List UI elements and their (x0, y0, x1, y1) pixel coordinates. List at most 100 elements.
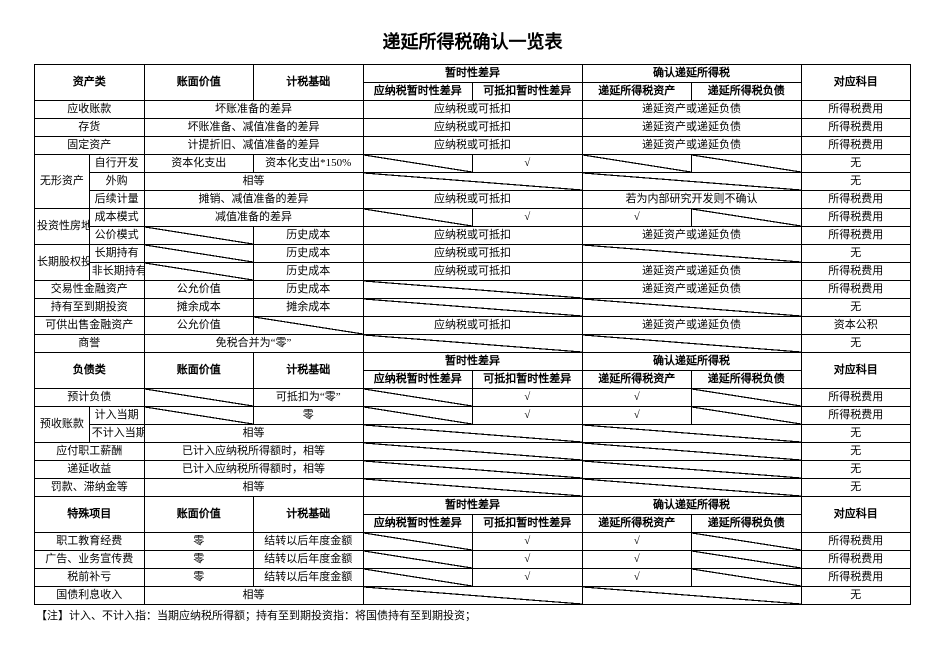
slash-cell (692, 407, 802, 425)
row-ad-tb: 结转以后年度金额 (254, 551, 364, 569)
row-sub-tb: 结转以后年度金额 (254, 569, 364, 587)
row-tfa-tb: 历史成本 (254, 281, 364, 299)
hdr-deductible-diff: 可抵扣暂时性差异 (473, 515, 583, 533)
row-fa-acct: 所得税费用 (801, 137, 911, 155)
row-ad-bv: 零 (144, 551, 254, 569)
hdr-book-value: 账面价值 (144, 65, 254, 101)
hdr-account: 对应科目 (801, 353, 911, 389)
row-afs-acct: 资本公积 (801, 317, 911, 335)
check-cell: √ (582, 569, 692, 587)
row-edu-label: 职工教育经费 (35, 533, 145, 551)
row-edu-bv: 零 (144, 533, 254, 551)
row-sub-label: 税前补亏 (35, 569, 145, 587)
slash-cell (582, 173, 801, 191)
row-htm-label: 持有至到期投资 (35, 299, 145, 317)
row-lte-short-tb: 历史成本 (254, 263, 364, 281)
check-cell: √ (473, 407, 583, 425)
row-ip-label: 投资性房地产 (35, 209, 90, 245)
row-tfa-bv: 公允价值 (144, 281, 254, 299)
row-adv-in-acct: 所得税费用 (801, 407, 911, 425)
row-lte-long-label: 长期持有 (89, 245, 144, 263)
row-ia-self-bv: 资本化支出 (144, 155, 254, 173)
slash-cell (363, 533, 473, 551)
hdr-temp-diff: 暂时性差异 (363, 65, 582, 83)
hdr-tax-basis: 计税基础 (254, 65, 364, 101)
hdr-book-value: 账面价值 (144, 353, 254, 389)
row-sub-bv: 零 (144, 569, 254, 587)
row-ip-cost-basis: 减值准备的差异 (144, 209, 363, 227)
row-ia-sub-acct: 所得税费用 (801, 191, 911, 209)
hdr-confirm-dit: 确认递延所得税 (582, 353, 801, 371)
row-ip-fv-tb: 历史成本 (254, 227, 364, 245)
row-lte-short-dit: 递延资产或递延负债 (582, 263, 801, 281)
row-ar-dit: 递延资产或递延负债 (582, 101, 801, 119)
row-est-acct: 所得税费用 (801, 389, 911, 407)
row-ia-buy-basis: 相等 (144, 173, 363, 191)
row-ip-fv-acct: 所得税费用 (801, 227, 911, 245)
slash-cell (363, 209, 473, 227)
hdr-temp-diff: 暂时性差异 (363, 497, 582, 515)
slash-cell (144, 245, 254, 263)
slash-cell (582, 299, 801, 317)
slash-cell (582, 587, 801, 605)
hdr-taxable-diff: 应纳税暂时性差异 (363, 371, 473, 389)
row-bond-label: 国债利息收入 (35, 587, 145, 605)
row-adv-out-label: 不计入当期 (89, 425, 144, 443)
slash-cell (144, 389, 254, 407)
row-tfa-dit: 递延资产或递延负债 (582, 281, 801, 299)
row-inv-acct: 所得税费用 (801, 119, 911, 137)
hdr-liab-class: 负债类 (35, 353, 145, 389)
slash-cell (582, 461, 801, 479)
row-adv-label: 预收账款 (35, 407, 90, 443)
slash-cell (692, 533, 802, 551)
check-cell: √ (473, 155, 583, 173)
check-cell: √ (582, 209, 692, 227)
dit-table: 资产类 账面价值 计税基础 暂时性差异 确认递延所得税 对应科目 应纳税暂时性差… (34, 64, 911, 605)
slash-cell (582, 335, 801, 353)
hdr-dit-asset: 递延所得税资产 (582, 83, 692, 101)
hdr-tax-basis: 计税基础 (254, 497, 364, 533)
slash-cell (363, 299, 582, 317)
row-ia-self-tb: 资本化支出*150% (254, 155, 364, 173)
row-ip-cost-acct: 所得税费用 (801, 209, 911, 227)
slash-cell (692, 569, 802, 587)
hdr-dit-asset: 递延所得税资产 (582, 371, 692, 389)
slash-cell (363, 479, 582, 497)
hdr-dit-liab: 递延所得税负债 (692, 83, 802, 101)
row-tfa-acct: 所得税费用 (801, 281, 911, 299)
row-edu-tb: 结转以后年度金额 (254, 533, 364, 551)
hdr-deductible-diff: 可抵扣暂时性差异 (473, 371, 583, 389)
row-tfa-label: 交易性金融资产 (35, 281, 145, 299)
row-adv-in-tb: 零 (254, 407, 364, 425)
slash-cell (363, 461, 582, 479)
slash-cell (254, 317, 364, 335)
slash-cell (363, 281, 582, 299)
row-lte-long-acct: 无 (801, 245, 911, 263)
row-ar-acct: 所得税费用 (801, 101, 911, 119)
row-est-label: 预计负债 (35, 389, 145, 407)
slash-cell (692, 389, 802, 407)
row-ip-fv-label: 公价模式 (89, 227, 144, 245)
row-adv-out-basis: 相等 (144, 425, 363, 443)
row-ia-self-label: 自行开发 (89, 155, 144, 173)
row-fa-basis: 计提折旧、减值准备的差异 (144, 137, 363, 155)
check-cell: √ (473, 551, 583, 569)
row-pen-label: 罚款、滞纳金等 (35, 479, 145, 497)
row-ad-label: 广告、业务宣传费 (35, 551, 145, 569)
slash-cell (363, 551, 473, 569)
row-gw-label: 商誉 (35, 335, 145, 353)
row-htm-tb: 摊余成本 (254, 299, 364, 317)
hdr-taxable-diff: 应纳税暂时性差异 (363, 515, 473, 533)
row-lte-long-diff: 应纳税或可抵扣 (363, 245, 582, 263)
row-inv-label: 存货 (35, 119, 145, 137)
row-adv-in-label: 计入当期 (89, 407, 144, 425)
slash-cell (144, 263, 254, 281)
row-pen-basis: 相等 (144, 479, 363, 497)
slash-cell (363, 335, 582, 353)
row-lte-short-label: 非长期持有 (89, 263, 144, 281)
slash-cell (582, 155, 692, 173)
row-lte-long-tb: 历史成本 (254, 245, 364, 263)
hdr-tax-basis: 计税基础 (254, 353, 364, 389)
check-cell: √ (473, 209, 583, 227)
row-ia-sub-label: 后续计量 (89, 191, 144, 209)
